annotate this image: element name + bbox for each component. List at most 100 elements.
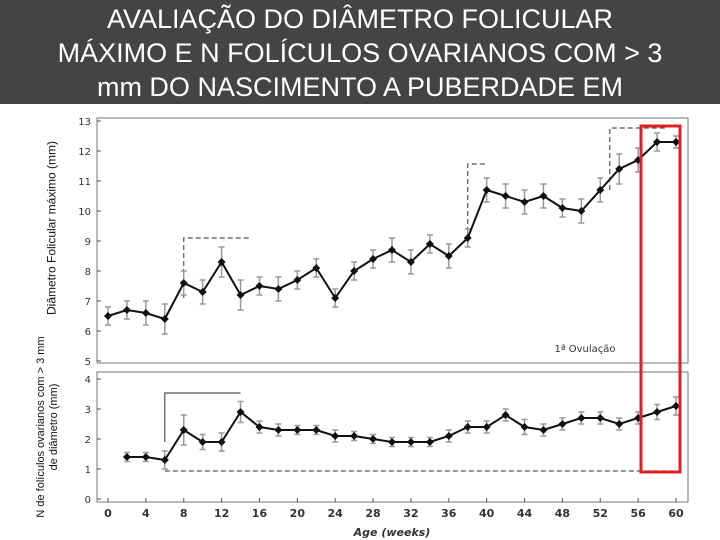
highlight-box [639, 124, 682, 474]
x-tick-label: 0 [104, 507, 112, 520]
data-point-follicles [482, 423, 491, 431]
data-point-diameter [312, 264, 321, 272]
y-tick-label-follicles: 0 [85, 495, 91, 506]
data-point-follicles [463, 423, 472, 431]
title-bar: AVALIAÇÃO DO DIÂMETRO FOLICULAR MÁXIMO E… [0, 0, 720, 104]
y-tick-label-diameter: 11 [78, 177, 91, 188]
data-point-diameter [653, 138, 662, 146]
series-line-follicles [126, 405, 677, 462]
data-point-follicles [653, 408, 662, 416]
data-point-follicles [539, 426, 548, 434]
data-point-follicles [160, 456, 169, 464]
data-point-follicles [558, 420, 567, 428]
data-point-diameter [179, 279, 188, 287]
data-point-diameter [501, 192, 510, 200]
data-point-diameter [141, 309, 150, 317]
y-tick-label-diameter: 8 [85, 267, 91, 278]
x-tick-label: 32 [403, 507, 418, 520]
x-tick-label: 4 [142, 507, 150, 520]
data-point-diameter [369, 255, 378, 263]
data-point-follicles [406, 438, 415, 446]
data-point-follicles [331, 432, 340, 440]
y-axis-label-diameter: Diâmetro Folicular máximo (mm) [44, 140, 59, 316]
data-point-diameter [217, 258, 226, 266]
data-point-diameter [274, 285, 283, 293]
data-point-diameter [236, 291, 245, 299]
data-point-diameter [255, 282, 264, 290]
data-point-follicles [501, 411, 510, 419]
x-tick-label: 12 [214, 507, 229, 520]
data-point-follicles [615, 420, 624, 428]
data-point-follicles [141, 453, 150, 461]
x-tick-label: 28 [365, 507, 380, 520]
title-line-1: AVALIAÇÃO DO DIÂMETRO FOLICULAR [106, 4, 614, 34]
x-tick-label: 56 [630, 507, 646, 520]
y-tick-label-diameter: 13 [78, 117, 91, 128]
threshold-bracket-4 [164, 392, 241, 442]
y-tick-label-diameter: 10 [78, 207, 91, 218]
y-tick-label-follicles: 1 [85, 465, 91, 476]
slide-title: AVALIAÇÃO DO DIÂMETRO FOLICULAR MÁXIMO E… [0, 2, 720, 104]
data-point-diameter [160, 315, 169, 323]
data-point-diameter [539, 192, 548, 200]
threshold-bracket-2 [467, 163, 487, 240]
y-tick-label-follicles: 2 [85, 435, 91, 446]
data-point-follicles [350, 432, 359, 440]
data-point-follicles [293, 426, 302, 434]
y-tick-label-diameter: 7 [85, 297, 91, 308]
data-point-follicles [369, 435, 378, 443]
data-point-diameter [615, 165, 624, 173]
data-point-follicles [596, 414, 605, 422]
data-point-follicles [274, 426, 283, 434]
data-point-diameter [520, 198, 529, 206]
panel-frame-follicles [96, 371, 689, 503]
x-tick-label: 48 [555, 507, 570, 520]
data-point-follicles [444, 432, 453, 440]
x-tick-label: 44 [517, 507, 533, 520]
data-point-diameter [104, 312, 112, 320]
title-line-2: MÁXIMO E N FOLÍCULOS OVARIANOS COM > 3 [57, 38, 663, 68]
data-point-follicles [672, 402, 680, 410]
data-point-diameter [558, 204, 567, 212]
x-tick-label: 8 [180, 507, 188, 520]
y-tick-label-follicles: 3 [85, 405, 91, 416]
y-axis-label-follicles: N de folículos ovarianos com > 3 mm de d… [35, 336, 60, 518]
data-point-follicles [577, 414, 586, 422]
data-point-diameter [388, 246, 396, 254]
data-point-follicles [198, 438, 207, 446]
title-line-3: mm DO NASCIMENTO A PUBERDADE EM [96, 72, 624, 102]
x-tick-label: 20 [290, 507, 306, 520]
threshold-bracket-3 [609, 127, 667, 190]
y-tick-label-follicles: 4 [85, 375, 91, 386]
data-point-diameter [350, 267, 359, 275]
data-point-follicles [217, 438, 226, 446]
x-tick-label: 36 [441, 507, 457, 520]
y-tick-label-diameter: 9 [85, 237, 91, 248]
x-tick-label: 40 [479, 507, 495, 520]
data-point-follicles [236, 408, 245, 416]
data-point-follicles [179, 426, 188, 434]
data-point-follicles [388, 438, 396, 446]
data-point-diameter [596, 186, 605, 194]
data-point-diameter [198, 288, 207, 296]
series-line-diameter [107, 141, 676, 321]
data-point-follicles [312, 426, 321, 434]
x-tick-label: 52 [593, 507, 608, 520]
x-tick-label: 24 [328, 507, 344, 520]
data-point-diameter [577, 207, 586, 215]
data-point-follicles [122, 453, 131, 461]
data-point-follicles [520, 423, 529, 431]
data-point-follicles [425, 438, 434, 446]
data-point-diameter [463, 234, 472, 242]
data-point-diameter [406, 258, 415, 266]
y-tick-label-diameter: 6 [85, 327, 91, 338]
x-axis-label: Age (weeks) [353, 526, 431, 539]
data-point-diameter [672, 138, 680, 146]
data-point-diameter [482, 186, 491, 194]
data-point-diameter [122, 306, 131, 314]
x-tick-label: 16 [252, 507, 268, 520]
data-point-follicles [255, 423, 264, 431]
data-point-diameter [444, 252, 453, 260]
y-tick-label-diameter: 12 [78, 147, 91, 158]
